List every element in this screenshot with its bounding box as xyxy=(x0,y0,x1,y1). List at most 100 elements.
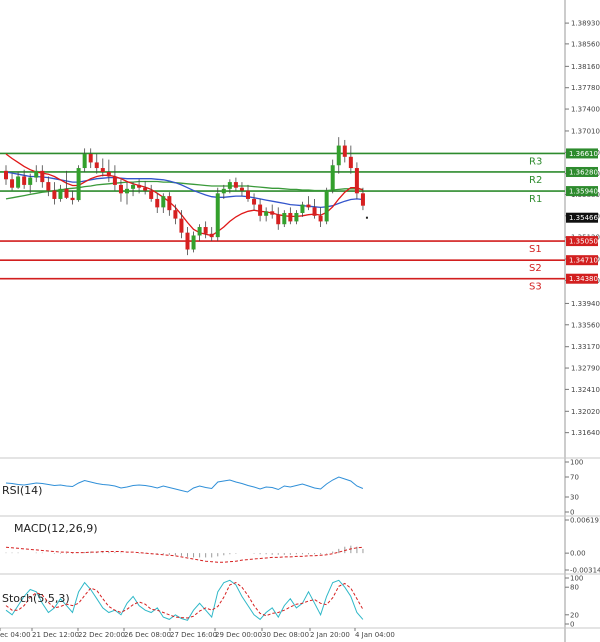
macd-tick-label: -0.003148 xyxy=(570,567,600,575)
price-tick-label: 1.32410 xyxy=(571,386,600,394)
candle-body xyxy=(64,188,69,198)
time-tick-label: 30 Dec 08:00 xyxy=(262,631,309,639)
candle-body xyxy=(4,170,8,180)
candle-body xyxy=(360,193,365,206)
price-tick-label: 1.37010 xyxy=(571,127,600,135)
candle-body xyxy=(40,170,45,183)
support-price-tag-text: 1.34380 xyxy=(569,275,598,283)
support-price-tag xyxy=(566,236,598,247)
resistance-price-tag-text: 1.35940 xyxy=(569,188,598,196)
macd-tick-label: 0.006191 xyxy=(570,517,600,525)
support-price-tag-text: 1.35050 xyxy=(569,238,598,246)
candle-body xyxy=(10,179,15,188)
candle-body xyxy=(282,212,287,225)
support-label-s1: S1 xyxy=(529,244,542,255)
time-tick-label: 21 Dec 12:00 xyxy=(32,631,79,639)
stoch-k-line xyxy=(5,579,364,621)
candle-body xyxy=(88,154,93,163)
candle-body xyxy=(258,204,263,216)
candle-body xyxy=(82,154,87,169)
candle-body xyxy=(100,168,105,172)
stoch-label: Stoch(5,5,3) xyxy=(2,592,70,605)
candle-body xyxy=(149,190,154,199)
candle-body xyxy=(197,227,202,236)
candle-body xyxy=(312,207,317,216)
stoch-tick-label: 100 xyxy=(570,575,583,583)
resistance-price-tag xyxy=(566,186,598,197)
rsi-line xyxy=(5,476,364,493)
candle-body xyxy=(52,190,57,199)
price-tick-label: 1.37780 xyxy=(571,84,600,92)
support-label-s2: S2 xyxy=(529,263,542,274)
stoch-tick-label: 80 xyxy=(570,584,579,592)
candle-body xyxy=(246,190,250,199)
candle-body xyxy=(288,212,293,222)
price-tick-label: 1.38560 xyxy=(571,40,600,48)
time-tick-label: 26 Dec 08:00 xyxy=(124,631,171,639)
resistance-price-tag-text: 1.36280 xyxy=(569,168,598,176)
candle-body xyxy=(94,162,99,169)
price-tick-label: 1.37400 xyxy=(571,106,600,114)
stoch-tick-label: 20 xyxy=(570,611,579,619)
candle-body xyxy=(221,188,226,194)
rsi-tick-label: 100 xyxy=(570,459,583,467)
candle-body xyxy=(28,177,33,185)
candle-body xyxy=(58,188,63,199)
candle-body xyxy=(276,214,281,225)
stoch-tick-label: 0 xyxy=(570,621,574,629)
candle-body xyxy=(306,204,311,208)
candle-body xyxy=(324,190,329,222)
resistance-price-tag xyxy=(566,148,598,159)
support-label-s3: S3 xyxy=(529,282,542,293)
candle-body xyxy=(227,182,232,189)
support-price-tag xyxy=(566,255,598,266)
candle-body xyxy=(294,212,299,222)
time-tick-label: 27 Dec 16:00 xyxy=(170,631,217,639)
time-tick-label: ec 04:00 xyxy=(0,631,31,639)
candle-body xyxy=(264,211,269,216)
candle-body xyxy=(209,233,214,238)
candle-body xyxy=(143,187,148,191)
price-tick-label: 1.38160 xyxy=(571,63,600,71)
candle-body xyxy=(239,187,244,191)
candle-body xyxy=(203,227,208,234)
candle-body xyxy=(167,196,172,211)
candle-body xyxy=(125,188,129,194)
time-tick-label: 22 Dec 20:00 xyxy=(78,631,125,639)
candle-body xyxy=(131,184,136,189)
price-tick-label: 1.38930 xyxy=(571,20,600,28)
candle-body xyxy=(137,184,142,188)
price-tick-label: 1.32020 xyxy=(571,408,600,416)
last-price-tag xyxy=(566,212,598,223)
resistance-label-r2: R2 xyxy=(529,175,542,186)
rsi-tick-label: 30 xyxy=(570,494,579,502)
candle-body xyxy=(173,210,178,219)
candle-body xyxy=(252,198,257,205)
ma-fast-line xyxy=(5,153,364,237)
candle-body xyxy=(318,215,323,222)
candle-body xyxy=(179,218,184,233)
candle-body xyxy=(118,184,123,194)
candle-body xyxy=(155,198,160,208)
price-tick-label: 1.33560 xyxy=(571,321,600,329)
price-tick-label: 1.31640 xyxy=(571,429,600,437)
price-tick-label: 1.33170 xyxy=(571,343,600,351)
price-tick-label: 1.33940 xyxy=(571,300,600,308)
candle-body xyxy=(336,145,341,166)
candle-body xyxy=(106,171,111,177)
candle-body xyxy=(191,235,196,250)
rsi-label: RSI(14) xyxy=(2,484,42,497)
candle-body xyxy=(330,165,335,191)
candle-body xyxy=(215,193,220,238)
candle-body xyxy=(112,176,117,185)
candle-body xyxy=(76,168,81,201)
resistance-price-tag-text: 1.36610 xyxy=(569,150,598,158)
candle-body xyxy=(161,196,166,208)
time-tick-label: 29 Dec 00:00 xyxy=(215,631,262,639)
resistance-label-r1: R1 xyxy=(529,194,542,205)
candle-body xyxy=(16,176,21,188)
candle-body xyxy=(348,156,353,169)
support-price-tag xyxy=(566,273,598,284)
candle-body xyxy=(46,182,51,191)
